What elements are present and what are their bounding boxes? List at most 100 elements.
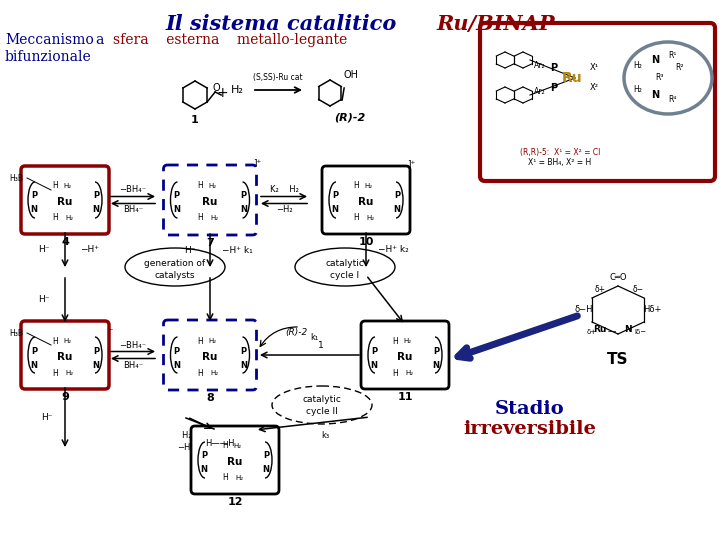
Text: H₂: H₂	[63, 183, 71, 189]
Text: H: H	[52, 181, 58, 191]
Text: H: H	[197, 368, 203, 377]
Text: N: N	[624, 326, 632, 334]
Text: −H₂: −H₂	[276, 206, 292, 214]
Text: Ru: Ru	[593, 326, 607, 334]
Text: N: N	[263, 465, 269, 475]
Text: irreversibile: irreversibile	[464, 420, 596, 438]
Text: N: N	[651, 55, 659, 65]
Text: H₂: H₂	[364, 183, 372, 189]
Text: P: P	[93, 347, 99, 355]
Text: δ+: δ+	[587, 329, 597, 335]
Text: N: N	[651, 90, 659, 100]
Text: catalytic: catalytic	[325, 259, 364, 267]
Text: 9: 9	[61, 392, 69, 402]
Text: Ru/BINAP: Ru/BINAP	[436, 14, 554, 34]
Text: H₃B: H₃B	[9, 329, 23, 338]
Text: N: N	[331, 206, 338, 214]
Text: (S,SS)-Ru cat: (S,SS)-Ru cat	[253, 73, 303, 82]
Text: R²: R²	[675, 64, 683, 72]
Text: H₂: H₂	[210, 370, 218, 376]
Text: H₂: H₂	[208, 338, 216, 344]
Text: P: P	[371, 347, 377, 355]
Text: (R)-2: (R)-2	[334, 113, 366, 123]
Text: TS: TS	[607, 352, 629, 367]
Text: 8: 8	[206, 393, 214, 403]
Text: Hδ+: Hδ+	[643, 306, 661, 314]
Ellipse shape	[295, 248, 395, 286]
Text: H₂: H₂	[230, 85, 243, 95]
Text: H: H	[52, 368, 58, 377]
Text: cycle II: cycle II	[306, 407, 338, 415]
Text: X²: X²	[590, 84, 599, 92]
Text: −H⁺ k₁: −H⁺ k₁	[222, 246, 253, 255]
Text: Ru: Ru	[228, 457, 243, 467]
Text: (R)-2: (R)-2	[285, 328, 307, 338]
Text: N: N	[30, 206, 37, 214]
Text: —: —	[608, 327, 616, 336]
Text: N: N	[30, 361, 37, 369]
Text: R⁴: R⁴	[668, 96, 676, 105]
Text: X¹: X¹	[590, 64, 599, 72]
Text: Ar₂: Ar₂	[534, 60, 546, 70]
Text: δ−H: δ−H	[575, 306, 593, 314]
FancyBboxPatch shape	[163, 320, 256, 390]
Text: P: P	[31, 192, 37, 200]
Text: H₂: H₂	[634, 60, 642, 70]
Text: Ar₂: Ar₂	[534, 87, 546, 97]
Text: Ru: Ru	[359, 197, 374, 207]
Text: −BH₄⁻: −BH₄⁻	[120, 186, 147, 194]
Text: generation of: generation of	[145, 259, 206, 267]
FancyBboxPatch shape	[322, 166, 410, 234]
Text: P: P	[263, 451, 269, 461]
Text: P: P	[394, 192, 400, 200]
Text: N: N	[92, 206, 99, 214]
Text: N: N	[240, 361, 247, 369]
Text: BH₄⁻: BH₄⁻	[123, 206, 143, 214]
Text: H: H	[52, 213, 58, 222]
Text: lδ−: lδ−	[634, 329, 646, 335]
Text: 1: 1	[318, 341, 324, 349]
Text: O: O	[212, 83, 220, 93]
Text: C═O: C═O	[609, 273, 626, 282]
Text: H₂: H₂	[208, 183, 216, 189]
Text: δ−: δ−	[632, 286, 644, 294]
Text: ]⁺: ]⁺	[253, 158, 262, 167]
Text: H₃B: H₃B	[9, 174, 23, 183]
Text: 11: 11	[397, 392, 413, 402]
Text: N: N	[92, 361, 99, 369]
Text: P: P	[240, 347, 246, 355]
Text: P: P	[550, 63, 557, 73]
Text: H: H	[197, 181, 203, 191]
Text: −H⁺ k₂: −H⁺ k₂	[378, 246, 409, 254]
Text: P: P	[433, 347, 439, 355]
Text: Ru: Ru	[58, 197, 73, 207]
Text: H: H	[52, 336, 58, 346]
Text: H: H	[222, 442, 228, 450]
Text: R³: R³	[655, 73, 664, 83]
Ellipse shape	[624, 42, 712, 114]
Text: H₂: H₂	[233, 443, 241, 449]
Text: Ru: Ru	[58, 352, 73, 362]
Text: P: P	[332, 192, 338, 200]
FancyBboxPatch shape	[21, 321, 109, 389]
Text: K₂    H₂: K₂ H₂	[269, 186, 298, 194]
Text: N: N	[371, 361, 377, 369]
Text: H: H	[197, 336, 203, 346]
Ellipse shape	[272, 386, 372, 424]
Text: Meccanismo: Meccanismo	[5, 33, 94, 47]
Text: 12: 12	[228, 497, 243, 507]
Text: H: H	[222, 474, 228, 483]
Text: Ru: Ru	[397, 352, 413, 362]
Text: H⁻: H⁻	[184, 246, 196, 255]
Text: cycle I: cycle I	[330, 271, 359, 280]
Text: 10: 10	[359, 237, 374, 247]
Text: H₂: H₂	[63, 338, 71, 344]
Text: H: H	[353, 213, 359, 222]
Text: bifunzionale: bifunzionale	[5, 50, 91, 64]
FancyBboxPatch shape	[191, 426, 279, 494]
Ellipse shape	[125, 248, 225, 286]
Text: ⁻: ⁻	[107, 327, 112, 337]
Text: H: H	[353, 181, 359, 191]
Text: k₃: k₃	[321, 430, 329, 440]
Text: k₁: k₁	[310, 333, 318, 341]
